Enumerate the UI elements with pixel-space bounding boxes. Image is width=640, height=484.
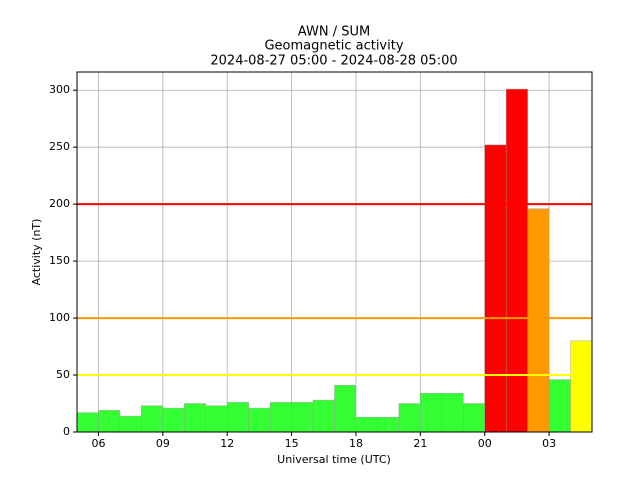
y-tick-label: 150: [49, 254, 70, 267]
x-tick-label: 06: [91, 437, 105, 450]
y-tick-label: 300: [49, 83, 70, 96]
chart-subtitle: Geomagnetic activity: [264, 39, 403, 54]
bar: [76, 412, 99, 433]
x-tick-label: 03: [542, 437, 556, 450]
bar: [548, 379, 571, 433]
bar: [355, 416, 378, 433]
y-tick-label: 100: [49, 311, 70, 324]
bar: [484, 144, 507, 433]
x-tick-label: 12: [220, 437, 234, 450]
bar: [420, 393, 442, 433]
x-axis-label: Universal time (UTC): [277, 453, 391, 466]
bar: [527, 208, 550, 433]
bar: [377, 416, 400, 433]
bar: [463, 403, 485, 433]
bar: [505, 88, 528, 433]
bar: [570, 340, 593, 433]
bar: [184, 403, 206, 433]
y-tick-label: 250: [49, 140, 70, 153]
bar: [398, 403, 421, 433]
bar: [119, 415, 142, 433]
x-tick-label: 15: [285, 437, 299, 450]
bar: [227, 402, 249, 433]
bar: [441, 393, 464, 433]
x-tick-label: 00: [478, 437, 492, 450]
bar: [291, 402, 314, 433]
x-tick-label: 09: [156, 437, 170, 450]
plot-frame: [76, 71, 593, 433]
bar: [162, 407, 185, 433]
bar: [312, 399, 335, 433]
x-tick-label: 18: [349, 437, 363, 450]
bar: [141, 405, 164, 433]
y-tick-label: 0: [63, 425, 70, 438]
bar: [269, 402, 292, 433]
bar: [248, 407, 271, 433]
chart-period: 2024-08-27 05:00 - 2024-08-28 05:00: [210, 54, 457, 69]
y-tick-label: 50: [56, 368, 70, 381]
chart-title: AWN / SUM: [298, 25, 370, 40]
bar: [334, 385, 357, 433]
x-tick-label: 21: [413, 437, 427, 450]
y-axis-label: Activity (nT): [30, 219, 43, 286]
bar: [205, 405, 228, 433]
y-tick-label: 200: [49, 197, 70, 210]
bar: [98, 410, 121, 433]
